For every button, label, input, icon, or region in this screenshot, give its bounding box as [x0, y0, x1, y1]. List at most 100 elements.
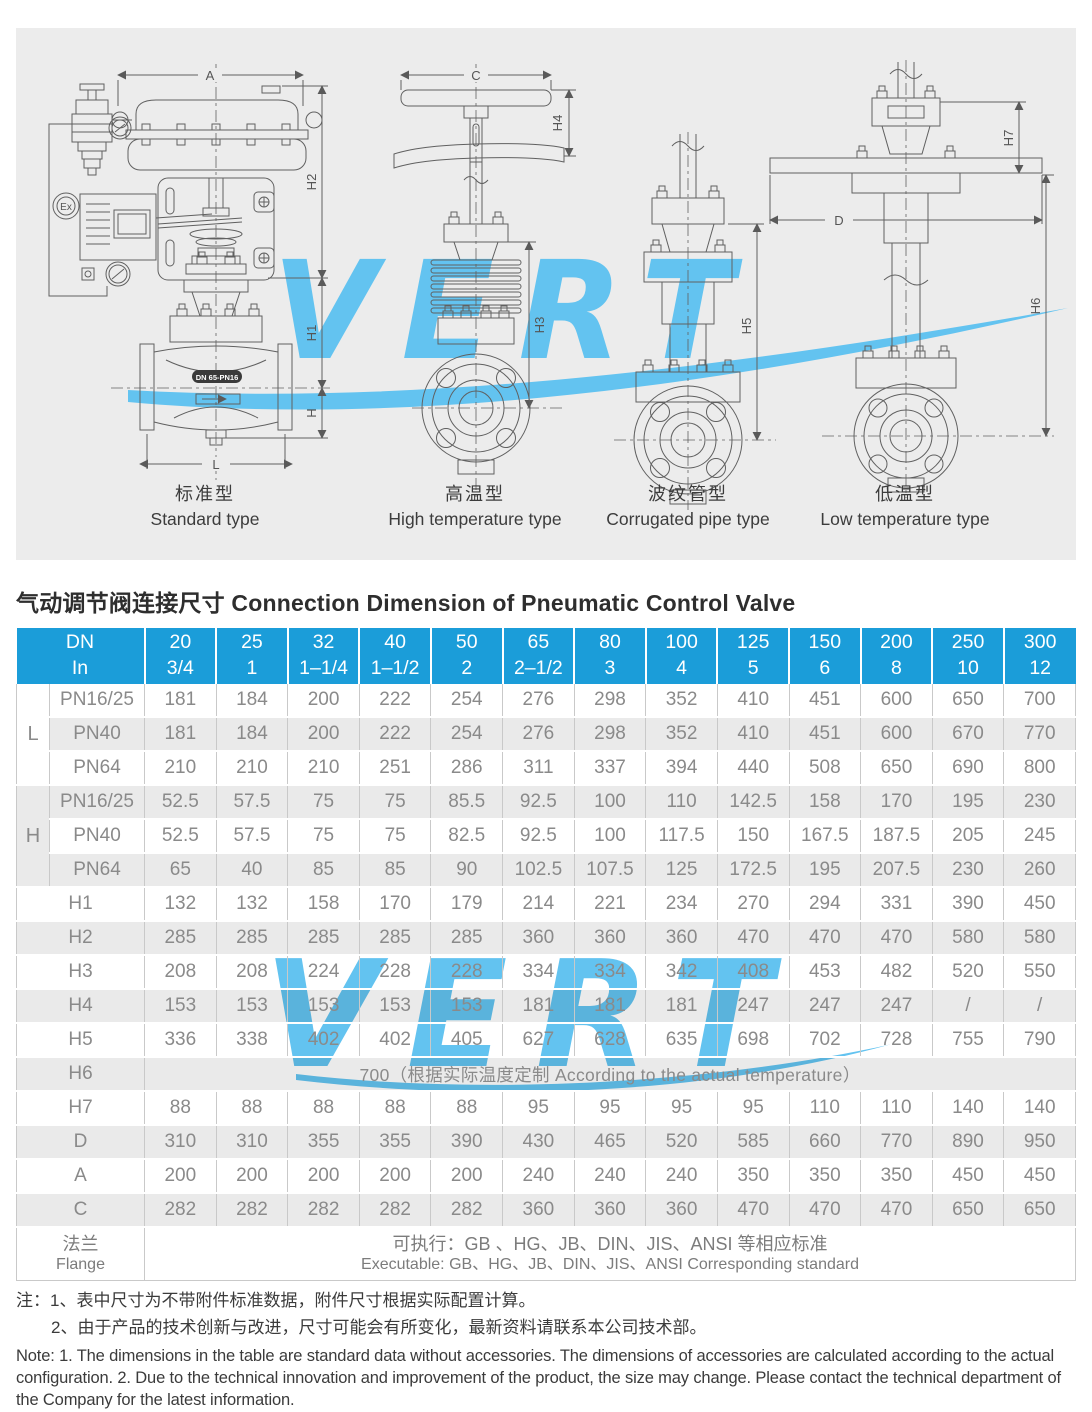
- dim-value-cell: 650: [932, 684, 1005, 718]
- dim-value-cell: 132: [144, 887, 217, 922]
- dim-value-cell: 285: [216, 921, 289, 956]
- dim-value-cell: 580: [932, 921, 1005, 956]
- dim-value-cell: 390: [430, 1125, 504, 1160]
- dim-value-cell: 153: [430, 989, 504, 1024]
- flange-standards-en: Executable: GB、HG、JB、DIN、JIS、ANSI Corres…: [361, 1256, 859, 1274]
- dim-value-cell: 221: [574, 887, 647, 922]
- dim-value-cell: 660: [789, 1125, 862, 1160]
- caption-en: Corrugated pipe type: [606, 509, 770, 529]
- dim-value-cell: 214: [502, 887, 575, 922]
- dim-value-cell: 337: [574, 751, 647, 786]
- dim-value-cell: 755: [932, 1023, 1005, 1058]
- dim-value-cell: 150: [717, 819, 790, 854]
- dim-value-cell: 285: [430, 921, 504, 956]
- dimension-table-zone: VERT DN In 20 3/4 25 1 32 1–1/4 40 1–1/2 50 2 65 2–…: [15, 628, 1076, 1281]
- dim-value-cell: 360: [645, 921, 718, 956]
- header-dn: DN: [65, 631, 95, 654]
- dim-value-cell: 520: [932, 955, 1005, 990]
- dim-value-cell: 342: [645, 955, 718, 990]
- dim-value-cell: 470: [717, 1193, 790, 1228]
- dim-value-cell: 85.5: [430, 785, 504, 820]
- dim-value-cell: 600: [860, 684, 933, 718]
- dim-value-cell: 770: [1003, 717, 1076, 752]
- dim-value-cell: 125: [645, 853, 718, 888]
- dim-value-cell: 360: [645, 1193, 718, 1228]
- dim-value-cell: 240: [645, 1159, 718, 1194]
- dim-value-cell: 224: [287, 955, 360, 990]
- table-row-H6: H6 700（根据实际温度定制 According to the actual t…: [15, 1057, 1076, 1092]
- dim-value-cell: 285: [359, 921, 432, 956]
- dim-value-cell: 75: [359, 819, 432, 854]
- dim-value-cell: 181: [144, 717, 217, 752]
- high-temperature-type-drawing: [393, 64, 576, 498]
- dim-value-cell: 260: [1003, 853, 1076, 888]
- dim-value-cell: 52.5: [144, 785, 217, 820]
- table-row-H-PN40: PN40 52.5 57.5 75 75 82.5 92.5 100 117.5 150 167.5…: [17, 819, 1076, 854]
- row-group-label-L: L: [16, 684, 50, 786]
- dim-value-cell: 200: [430, 1159, 504, 1194]
- row-label-H1: H1: [15, 887, 146, 922]
- row-sub-label: PN64: [48, 751, 146, 786]
- caption-en: Low temperature type: [820, 509, 990, 529]
- dim-value-cell: 470: [717, 921, 790, 956]
- row-sub-label: PN16/25: [49, 785, 146, 820]
- dim-value-cell: 195: [789, 853, 862, 888]
- dim-value-cell: 90: [430, 853, 504, 888]
- dim-value-cell: 470: [789, 1193, 862, 1228]
- dim-value-cell: 550: [1003, 955, 1076, 990]
- dim-value-cell: 75: [287, 819, 360, 854]
- dim-value-cell: 200: [216, 1159, 289, 1194]
- dim-value-cell: 153: [144, 989, 217, 1024]
- dim-value-cell: 450: [1003, 1159, 1076, 1194]
- dim-value-cell: 208: [144, 955, 217, 990]
- dim-value-cell: 482: [860, 955, 933, 990]
- dim-value-cell: 700: [1003, 684, 1076, 718]
- flange-standards-cn: 可执行：GB 、HG、JB、DIN、JIS、ANSI 等相应标准: [392, 1233, 828, 1254]
- dim-value-cell: 107.5: [574, 853, 647, 888]
- dim-value-cell: 57.5: [216, 785, 289, 820]
- dim-value-cell: 276: [502, 684, 575, 718]
- table-row-H5: H5 336 338 402 402 405 627 628 635 698 702 728 755 79…: [15, 1023, 1076, 1058]
- dim-value-cell: 350: [860, 1159, 933, 1194]
- dim-value-cell: 142.5: [717, 785, 790, 820]
- dim-value-cell: 270: [717, 887, 790, 922]
- table-row-H3: H3 208 208 224 228 228 334 334 342 408 453 482 520 55…: [15, 955, 1076, 990]
- valve-drawings-svg: VERT: [48, 60, 1068, 510]
- dim-value-cell: 222: [359, 717, 432, 752]
- dim-value-cell: 334: [502, 955, 575, 990]
- row-label-A: A: [15, 1159, 146, 1194]
- row-label-H6: H6: [15, 1057, 146, 1092]
- dim-label-h3: H3: [532, 317, 547, 334]
- dim-value-cell: 153: [359, 989, 432, 1024]
- dim-value-cell: 627: [502, 1023, 575, 1058]
- caption-cn: 高温型: [445, 484, 505, 504]
- dim-value-cell: 117.5: [645, 819, 718, 854]
- dim-value-cell: 360: [502, 1193, 575, 1228]
- table-row-H-PN16/25: H PN16/25 52.5 57.5 75 75 85.5 92.5 100 110 142.5 1…: [16, 785, 1076, 888]
- size-col-header-dn-20: 20 3/4: [144, 628, 218, 684]
- dim-value-cell: 402: [359, 1023, 432, 1058]
- flange-label-en: Flange: [56, 1256, 105, 1274]
- dim-value-cell: 352: [645, 684, 718, 718]
- dim-value-cell: 140: [932, 1091, 1005, 1126]
- dim-label-c: C: [471, 68, 480, 83]
- dim-value-cell: 110: [860, 1091, 933, 1126]
- dim-value-cell: 95: [574, 1091, 647, 1126]
- valve-size-tag: DN 65-PN16: [196, 373, 239, 382]
- dim-value-cell: 950: [1003, 1125, 1076, 1160]
- dim-value-cell: 508: [789, 751, 862, 786]
- dim-value-cell: 286: [430, 751, 504, 786]
- dim-value-cell: 580: [1003, 921, 1076, 956]
- dim-label-l: L: [212, 457, 219, 472]
- dim-label-h7: H7: [1001, 130, 1016, 147]
- dim-value-cell: 132: [216, 887, 289, 922]
- dim-value-cell: 210: [144, 751, 217, 786]
- dim-value-cell: 336: [144, 1023, 217, 1058]
- dim-value-cell: 338: [216, 1023, 289, 1058]
- dim-value-cell: 254: [430, 684, 504, 718]
- dim-value-cell: 88: [430, 1091, 504, 1126]
- valve-drawings-panel: VERT: [16, 28, 1076, 560]
- dim-value-cell: 200: [287, 684, 360, 718]
- dim-value-cell: 698: [717, 1023, 790, 1058]
